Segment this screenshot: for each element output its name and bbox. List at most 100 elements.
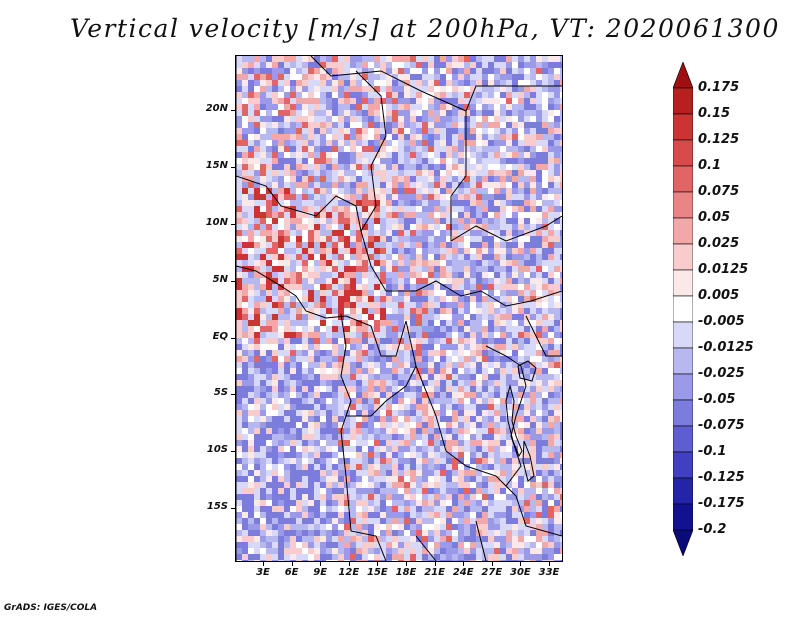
field-cell bbox=[548, 302, 554, 308]
field-cell bbox=[434, 470, 440, 476]
field-cell bbox=[446, 476, 452, 482]
field-cell bbox=[440, 80, 446, 86]
field-cell bbox=[278, 278, 284, 284]
field-cell bbox=[542, 518, 548, 524]
field-cell bbox=[332, 116, 338, 122]
field-cell bbox=[506, 434, 512, 440]
field-cell bbox=[362, 134, 368, 140]
field-cell bbox=[416, 314, 422, 320]
field-cell bbox=[320, 488, 326, 494]
field-cell bbox=[398, 362, 404, 368]
field-cell bbox=[350, 224, 356, 230]
field-cell bbox=[392, 338, 398, 344]
field-cell bbox=[404, 374, 410, 380]
field-cell bbox=[524, 482, 530, 488]
field-cell bbox=[464, 344, 470, 350]
field-cell bbox=[332, 392, 338, 398]
field-cell bbox=[560, 194, 562, 200]
field-cell bbox=[470, 548, 476, 554]
field-cell bbox=[386, 554, 392, 560]
field-cell bbox=[290, 254, 296, 260]
field-cell bbox=[374, 512, 380, 518]
field-cell bbox=[332, 122, 338, 128]
field-cell bbox=[494, 416, 500, 422]
field-cell bbox=[464, 182, 470, 188]
field-cell bbox=[248, 392, 254, 398]
field-cell bbox=[404, 302, 410, 308]
field-cell bbox=[404, 314, 410, 320]
field-cell bbox=[422, 440, 428, 446]
field-cell bbox=[398, 398, 404, 404]
field-cell bbox=[536, 560, 542, 561]
field-cell bbox=[458, 146, 464, 152]
field-cell bbox=[314, 164, 320, 170]
field-cell bbox=[350, 326, 356, 332]
field-cell bbox=[488, 98, 494, 104]
field-cell bbox=[506, 344, 512, 350]
field-cell bbox=[380, 374, 386, 380]
field-cell bbox=[560, 452, 562, 458]
field-cell bbox=[416, 248, 422, 254]
field-cell bbox=[284, 356, 290, 362]
field-cell bbox=[374, 494, 380, 500]
field-cell bbox=[476, 242, 482, 248]
field-cell bbox=[512, 266, 518, 272]
field-cell bbox=[296, 434, 302, 440]
field-cell bbox=[506, 74, 512, 80]
field-cell bbox=[368, 494, 374, 500]
field-cell bbox=[368, 182, 374, 188]
field-cell bbox=[380, 68, 386, 74]
field-cell bbox=[284, 446, 290, 452]
field-cell bbox=[476, 80, 482, 86]
field-cell bbox=[530, 482, 536, 488]
field-cell bbox=[548, 494, 554, 500]
field-cell bbox=[386, 110, 392, 116]
field-cell bbox=[560, 344, 562, 350]
field-cell bbox=[398, 452, 404, 458]
field-cell bbox=[254, 338, 260, 344]
field-cell bbox=[350, 284, 356, 290]
field-cell bbox=[272, 482, 278, 488]
field-cell bbox=[356, 404, 362, 410]
field-cell bbox=[362, 146, 368, 152]
field-cell bbox=[326, 218, 332, 224]
lat-label: 15S bbox=[206, 501, 228, 512]
field-cell bbox=[452, 56, 458, 62]
field-cell bbox=[260, 260, 266, 266]
field-cell bbox=[506, 122, 512, 128]
field-cell bbox=[260, 56, 266, 62]
field-cell bbox=[542, 386, 548, 392]
field-cell bbox=[404, 356, 410, 362]
field-cell bbox=[536, 80, 542, 86]
field-cell bbox=[296, 428, 302, 434]
field-cell bbox=[338, 116, 344, 122]
field-cell bbox=[248, 206, 254, 212]
field-cell bbox=[398, 296, 404, 302]
field-cell bbox=[356, 266, 362, 272]
field-cell bbox=[536, 122, 542, 128]
field-cell bbox=[476, 518, 482, 524]
field-cell bbox=[380, 554, 386, 560]
field-cell bbox=[560, 422, 562, 428]
field-cell bbox=[512, 506, 518, 512]
field-cell bbox=[260, 500, 266, 506]
field-cell bbox=[518, 434, 524, 440]
field-cell bbox=[236, 128, 242, 134]
field-cell bbox=[374, 290, 380, 296]
field-cell bbox=[440, 128, 446, 134]
field-cell bbox=[356, 392, 362, 398]
field-cell bbox=[446, 500, 452, 506]
field-cell bbox=[254, 278, 260, 284]
field-cell bbox=[314, 374, 320, 380]
field-cell bbox=[356, 338, 362, 344]
field-cell bbox=[266, 494, 272, 500]
field-cell bbox=[302, 128, 308, 134]
field-cell bbox=[518, 200, 524, 206]
field-cell bbox=[386, 470, 392, 476]
field-cell bbox=[308, 524, 314, 530]
field-cell bbox=[308, 230, 314, 236]
field-cell bbox=[350, 374, 356, 380]
field-cell bbox=[248, 194, 254, 200]
field-cell bbox=[326, 344, 332, 350]
field-cell bbox=[404, 200, 410, 206]
